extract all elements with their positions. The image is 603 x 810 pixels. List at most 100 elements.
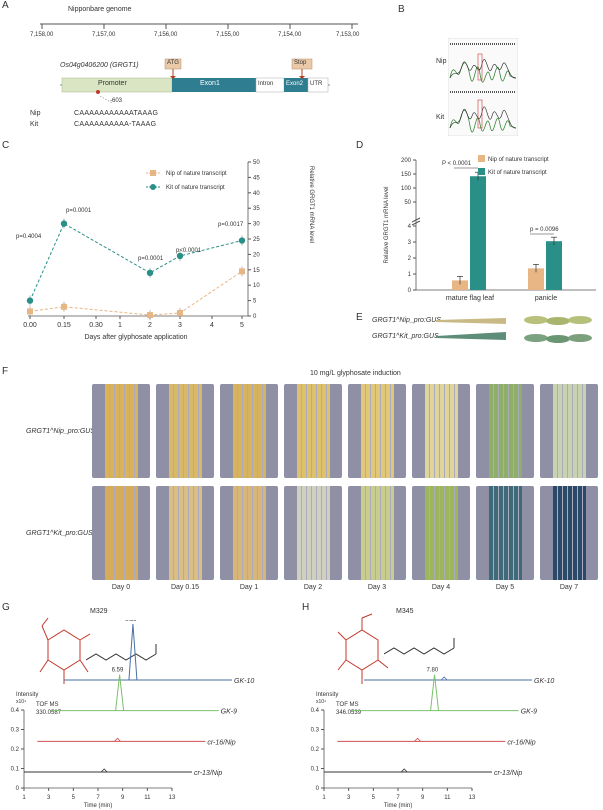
glycine-chain-m329 — [86, 644, 157, 661]
y-tick-label: 0.1 — [11, 767, 20, 773]
x-tick-label: 11 — [144, 795, 151, 801]
tof-label: TOF MS — [336, 702, 359, 708]
p-value-label: p=0.0001 — [138, 256, 164, 262]
y-tick-label: 0.2 — [11, 747, 20, 753]
nip-label: Nip — [30, 110, 41, 117]
tick-label: 7,158,00 — [30, 32, 54, 38]
trace-label: cr-16/Nip — [507, 739, 535, 746]
x-tick-label: 3 — [347, 795, 351, 801]
tof-label: TOF MS — [36, 702, 59, 708]
peak-label: 6.59 — [112, 668, 124, 674]
data-point — [177, 309, 183, 316]
leaf-strip — [104, 384, 139, 478]
trace-peak — [115, 674, 125, 711]
x-tick-label: 0.30 — [89, 322, 103, 329]
y-tick-label: 20 — [253, 252, 260, 258]
panel-e-tissue-images — [436, 316, 592, 343]
category-label: mature flag leaf — [446, 295, 494, 302]
y-tick-label: 25 — [253, 237, 260, 243]
exon1-label: Exon1 — [200, 80, 220, 87]
panel-label-c: C — [2, 140, 10, 151]
gene-diagram — [40, 23, 358, 104]
y-tick-label: 5 — [253, 299, 257, 305]
y-axis-title: Intensity — [16, 692, 38, 698]
p-value-label: p<0.0001 — [176, 248, 202, 254]
y-tick-label: 150 — [401, 172, 412, 178]
glycine-chain-m345 — [384, 638, 455, 655]
data-point — [239, 268, 245, 275]
leaf-strip — [552, 384, 587, 478]
mz-label: 346.0539 — [336, 710, 362, 716]
tick-label: 7,154,00 — [278, 32, 302, 38]
gus-image-nip-day-7 — [540, 384, 598, 478]
gus-image-kit-day-7 — [540, 486, 598, 580]
x-axis-title: Days after glyphosate application — [84, 334, 187, 341]
legend-label: Kit of nature transcript — [166, 185, 225, 191]
y-tick-label: 10 — [253, 283, 260, 289]
panel-label-f: F — [2, 366, 9, 377]
leaf-strip — [424, 486, 459, 580]
bar — [528, 268, 544, 290]
peak-label: 7.80 — [427, 668, 439, 674]
leaf-strip — [232, 486, 267, 580]
trace-label: GK-10 — [534, 678, 554, 685]
data-point — [26, 297, 34, 304]
utr-label: UTR — [310, 81, 323, 87]
chemical-structure-m329 — [39, 617, 91, 684]
leaf-strip — [424, 384, 459, 478]
leaf-strip — [168, 486, 203, 580]
y-tick-label: 0.1 — [311, 767, 320, 773]
panel-label-a: A — [2, 0, 9, 11]
y-tick-label: 35 — [253, 206, 260, 212]
x-tick-label: 5 — [72, 795, 76, 801]
leaf-strip — [488, 384, 523, 478]
leaf-strip — [104, 486, 139, 580]
exon1-box — [172, 78, 256, 92]
data-point — [176, 252, 184, 260]
x-tick-label: 3 — [47, 795, 51, 801]
leaf-strip — [360, 486, 395, 580]
axis-break — [411, 220, 421, 226]
x-tick-label: 5 — [240, 322, 244, 329]
kit-label: Kit — [30, 121, 39, 128]
mz-label: 330.0587 — [36, 710, 62, 716]
y-tick-label: 0.3 — [311, 728, 320, 734]
x-axis-title: Time (min) — [84, 803, 112, 809]
bar — [470, 176, 486, 290]
panel-f-row1-label: GRGT1^Nip_pro:GUS — [26, 428, 96, 435]
trace-label: GK-9 — [221, 709, 237, 716]
y-tick-label: 1 — [408, 272, 412, 278]
trace-peak — [430, 674, 440, 711]
data-point — [147, 312, 153, 319]
y-tick-label: 50 — [253, 160, 260, 166]
y-tick-label: 3 — [408, 240, 412, 246]
y-tick-label: 0.4 — [311, 708, 320, 714]
y-tick-label: 2 — [408, 256, 412, 262]
x-axis-title: Time (min) — [384, 803, 412, 809]
gus-image-nip-day-4 — [348, 384, 406, 478]
gus-image-nip-day-5 — [412, 384, 470, 478]
p-value-label: p = 0.0096 — [530, 227, 559, 233]
panel-label-e: E — [356, 312, 363, 323]
panel-label-h: H — [302, 602, 310, 613]
leaf-strip — [232, 384, 267, 478]
x-tick-label: 1 — [22, 795, 26, 801]
axis-break — [411, 217, 421, 223]
x-tick-label: 1 — [322, 795, 326, 801]
y-tick-label: 0 — [253, 314, 257, 320]
y-tick-label: 0 — [316, 786, 320, 792]
panel-f-row2-label: GRGT1^Kit_pro:GUS — [26, 530, 93, 537]
leaf-strip — [296, 486, 331, 580]
gus-image-kit-day-1 — [156, 486, 214, 580]
gus-image-nip-day-0 — [92, 384, 150, 478]
tick-label: 7,157,00 — [92, 32, 116, 38]
gus-image-kit-day-6 — [476, 486, 534, 580]
chromatogram-kit-label: Kit — [436, 114, 445, 121]
trace-bump — [414, 737, 421, 742]
data-point — [238, 237, 246, 244]
gus-image-nip-day-2 — [220, 384, 278, 478]
data-point — [146, 269, 154, 277]
x-tick-label: 7 — [96, 795, 100, 801]
x-tick-label: 7 — [396, 795, 400, 801]
